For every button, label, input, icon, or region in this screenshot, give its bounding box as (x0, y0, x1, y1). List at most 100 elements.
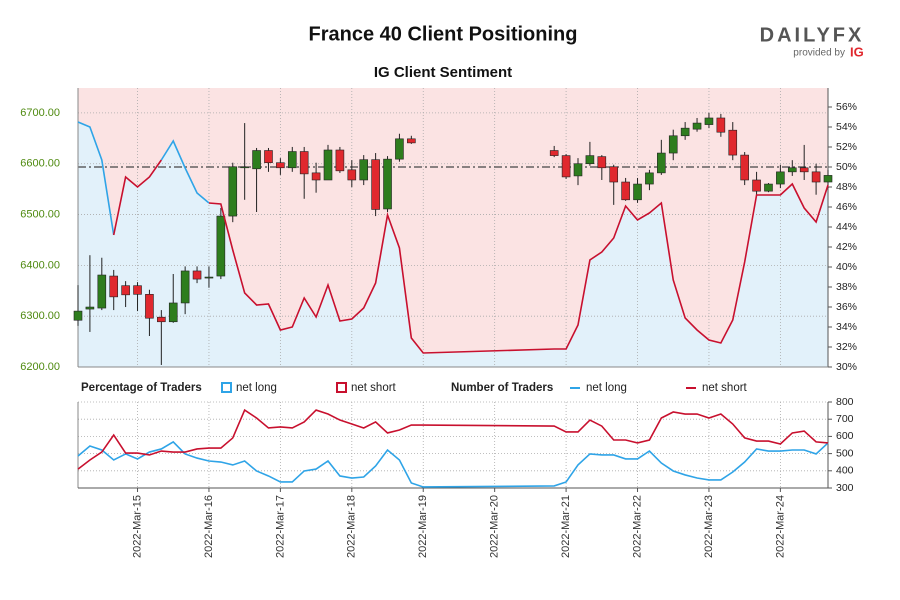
x-tick-label: 2022-Mar-17 (274, 495, 286, 558)
candle-body (811, 171, 821, 183)
y-tick-label: 400 (836, 465, 854, 477)
candle-body (264, 150, 273, 164)
candle-body (121, 285, 130, 296)
provider: IG (850, 44, 864, 59)
candle-body (168, 302, 178, 323)
y-tick-label: 6300.00 (20, 310, 60, 322)
legend-title: Number of Traders (451, 382, 553, 394)
candle-body (228, 166, 238, 217)
candle-body (335, 149, 345, 172)
candle-body (240, 166, 249, 169)
candle-body (180, 270, 190, 304)
candle-body (668, 135, 678, 154)
x-tick-label: 2022-Mar-21 (560, 495, 572, 558)
candle-body (109, 275, 119, 298)
line-series (112, 159, 162, 236)
candle-body (276, 162, 285, 169)
candle-body (371, 159, 380, 210)
legend-label: net short (351, 382, 397, 394)
candle-body (323, 149, 333, 181)
legend-swatch (336, 382, 347, 393)
y2-tick-label: 46% (836, 201, 857, 213)
x-tick-label: 2022-Mar-23 (703, 495, 715, 558)
candle-body (216, 215, 226, 277)
candle-body (609, 166, 619, 183)
candle-body (776, 171, 785, 185)
y-tick-label: 6200.00 (20, 361, 60, 373)
candle-body (740, 154, 749, 181)
y2-tick-label: 36% (836, 301, 857, 313)
candle-body (645, 172, 654, 185)
legend-title: Percentage of Traders (81, 382, 202, 394)
candle-body (621, 181, 630, 201)
candle-body (395, 138, 404, 160)
candle-body (764, 183, 773, 192)
candle-body (311, 172, 321, 181)
x-tick-label: 2022-Mar-20 (489, 495, 501, 558)
y2-tick-label: 32% (836, 341, 857, 353)
legend-label: net long (236, 382, 277, 394)
line-series (77, 121, 115, 236)
y-tick-label: 6500.00 (20, 208, 60, 220)
y-tick-label: 500 (836, 447, 854, 459)
y2-tick-label: 34% (836, 321, 857, 333)
candle-body (657, 152, 666, 174)
candle-body (573, 163, 583, 177)
candle-body (97, 274, 107, 309)
candle-body (287, 151, 297, 169)
y2-tick-label: 50% (836, 161, 857, 173)
candle-body (192, 270, 202, 280)
candle-body (85, 306, 95, 310)
candle-body (73, 310, 83, 321)
candle-body (633, 183, 642, 201)
y-tick-label: 6700.00 (20, 107, 60, 119)
x-tick-label: 2022-Mar-19 (417, 495, 429, 558)
y2-tick-label: 52% (836, 141, 857, 153)
candle-body (157, 316, 166, 323)
candle-body (787, 167, 797, 173)
legend-label: net long (586, 382, 627, 394)
candle-body (680, 127, 690, 137)
candle-body (347, 169, 357, 181)
provided-by: provided by (793, 48, 845, 59)
candle-body (823, 175, 833, 183)
candle-body (133, 285, 142, 295)
line-series (160, 139, 210, 204)
x-tick-label: 2022-Mar-22 (631, 495, 643, 558)
line-series (208, 182, 829, 354)
y2-tick-label: 56% (836, 101, 857, 113)
candle-body (204, 276, 214, 279)
candle-body (692, 122, 702, 130)
candle-body (407, 138, 416, 144)
y-tick-label: 700 (836, 413, 854, 425)
candle-body (299, 151, 309, 175)
y-tick-label: 6600.00 (20, 158, 60, 170)
candle-body (252, 150, 261, 170)
y2-tick-label: 54% (836, 121, 857, 133)
y2-tick-label: 38% (836, 281, 857, 293)
candle-body (585, 155, 595, 165)
y2-tick-label: 30% (836, 361, 857, 373)
line-series (77, 408, 829, 470)
logo: DAILYFX (760, 24, 865, 46)
legend-swatch (221, 382, 232, 393)
candle-body (145, 294, 154, 319)
y-tick-label: 300 (836, 482, 854, 494)
y2-tick-label: 42% (836, 241, 857, 253)
legend-label: net short (702, 382, 748, 394)
candle-body (799, 167, 809, 173)
candle-body (716, 117, 726, 133)
y-tick-label: 600 (836, 430, 854, 442)
chart-subtitle: IG Client Sentiment (374, 64, 512, 81)
x-tick-label: 2022-Mar-18 (346, 495, 358, 558)
y2-tick-label: 44% (836, 221, 857, 233)
x-tick-label: 2022-Mar-16 (203, 495, 215, 558)
y2-tick-label: 40% (836, 261, 857, 273)
candle-body (359, 159, 369, 181)
candle-body (704, 117, 714, 125)
y-tick-label: 800 (836, 396, 854, 408)
candle-body (728, 129, 738, 156)
candle-body (549, 150, 559, 156)
candle-body (383, 158, 392, 210)
x-tick-label: 2022-Mar-24 (774, 495, 786, 558)
